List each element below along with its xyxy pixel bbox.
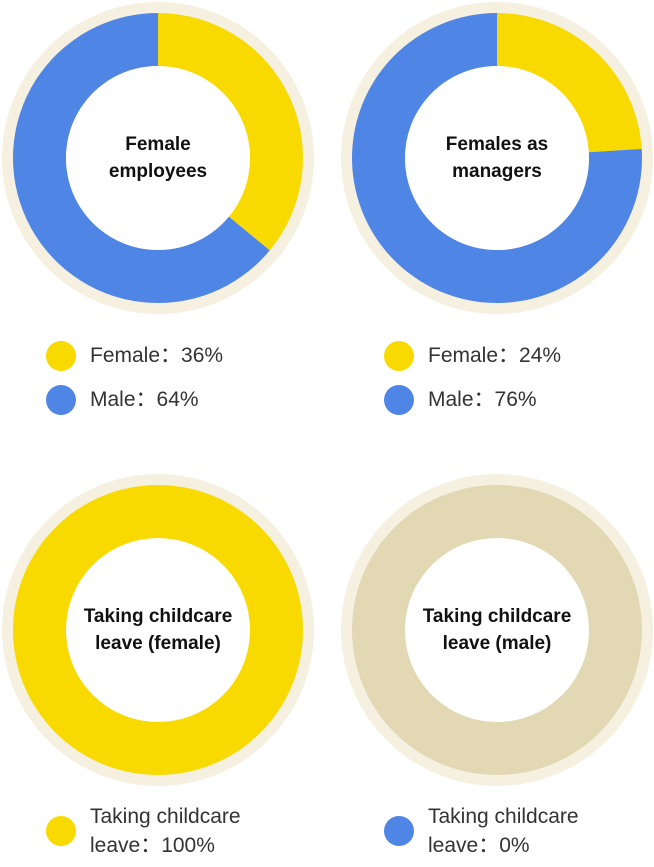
- legend-item-male: Male：76%: [384, 385, 537, 415]
- chart-title: Taking childcare leave (male): [422, 606, 572, 654]
- legend-item-female: Female：24%: [384, 341, 561, 371]
- legend-item-female: Female：36%: [46, 341, 223, 371]
- chart-center-title: Taking childcare leave (female): [58, 530, 258, 730]
- legend-item-male: Male：64%: [46, 385, 199, 415]
- donut-hole: [66, 538, 250, 722]
- legend-item-childcare-leave: Taking childcare leave：0%: [384, 802, 579, 860]
- donut-chart-childcare-leave-male: Taking childcare leave (male): [341, 474, 653, 786]
- donut-hole: [66, 66, 250, 250]
- donut-hole: [405, 66, 589, 250]
- donut-slice-female: [158, 13, 303, 251]
- legend-swatch-male: [384, 385, 414, 415]
- donut-slice-male: [12, 13, 270, 304]
- legend-swatch-female: [46, 341, 76, 371]
- donut-svg: [2, 474, 314, 786]
- chart-center-title: Female employees: [58, 58, 258, 258]
- legend-label: Taking childcare leave：0%: [428, 805, 579, 857]
- legend-label: Male：76%: [428, 388, 537, 411]
- legend-swatch: [384, 816, 414, 846]
- legend-swatch: [46, 816, 76, 846]
- chart-title: Taking childcare leave (female): [83, 606, 233, 654]
- donut-svg: [341, 474, 653, 786]
- legend-swatch-male: [46, 385, 76, 415]
- donut-chart-childcare-leave-female: Taking childcare leave (female): [2, 474, 314, 786]
- chart-title: Females as managers: [445, 134, 549, 182]
- donut-hole: [405, 538, 589, 722]
- legend-label: Male：64%: [90, 388, 199, 411]
- donut-slice-male: [352, 13, 642, 303]
- legend-label: Female：36%: [90, 344, 224, 367]
- legend-label: Taking childcare leave：100%: [90, 805, 241, 857]
- legend-item-childcare-leave: Taking childcare leave：100%: [46, 802, 241, 860]
- donut-chart-female-employees: Female employees: [2, 2, 314, 314]
- chart-title: Female employees: [108, 134, 208, 182]
- donut-svg: [341, 2, 653, 314]
- donut-slice-female: [497, 13, 642, 153]
- legend-label: Female：24%: [428, 344, 562, 367]
- chart-center-title: Taking childcare leave (male): [397, 530, 597, 730]
- legend-swatch-female: [384, 341, 414, 371]
- donut-svg: [2, 2, 314, 314]
- chart-center-title: Females as managers: [397, 58, 597, 258]
- donut-chart-females-as-managers: Females as managers: [341, 2, 653, 314]
